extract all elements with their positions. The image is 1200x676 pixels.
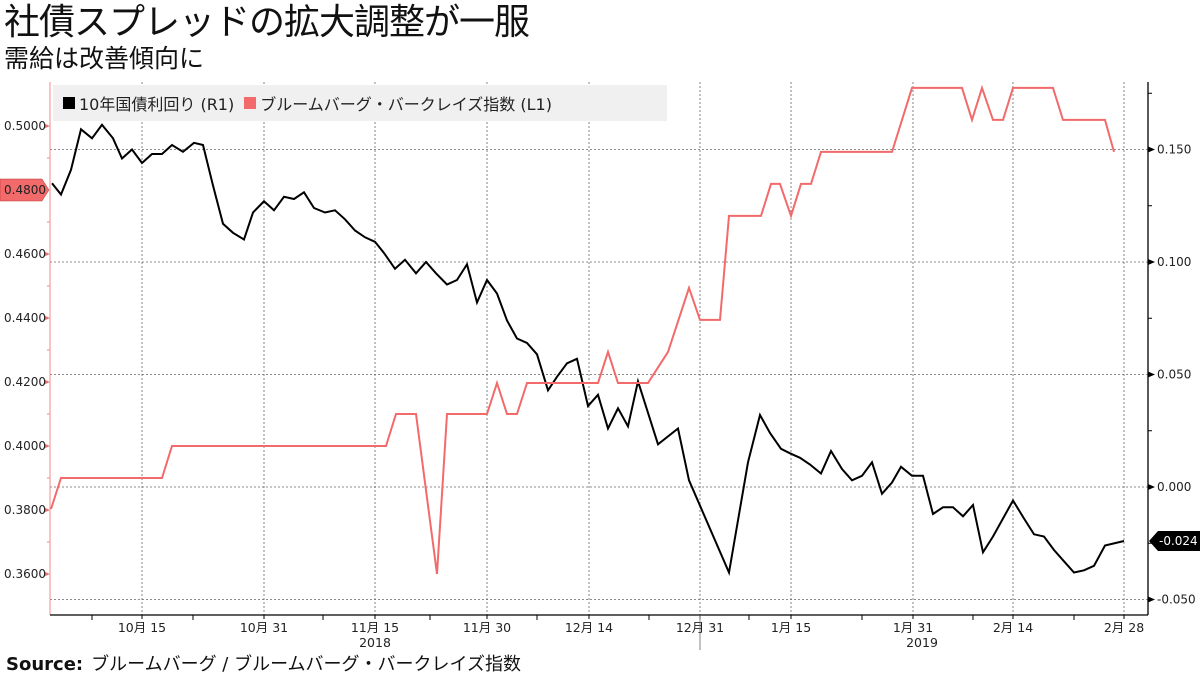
- svg-text:0.000: 0.000: [1157, 480, 1191, 494]
- svg-text:11月 15: 11月 15: [351, 620, 399, 635]
- svg-text:0.4800: 0.4800: [4, 183, 46, 197]
- source-note: Source: ブルームバーグ / ブルームバーグ・バークレイズ指数: [6, 650, 521, 676]
- legend-label-index: ブルームバーグ・バークレイズ指数 (L1): [260, 95, 552, 114]
- svg-text:-0.024: -0.024: [1159, 534, 1198, 548]
- svg-text:0.050: 0.050: [1157, 368, 1191, 382]
- svg-text:1月 31: 1月 31: [893, 620, 933, 635]
- black-square-icon: [63, 97, 75, 109]
- chart-subtitle: 需給は改善傾向に: [4, 44, 205, 73]
- svg-text:2月 28: 2月 28: [1104, 620, 1144, 635]
- salmon-square-icon: [244, 97, 257, 109]
- svg-text:2019: 2019: [906, 635, 938, 650]
- svg-text:0.150: 0.150: [1157, 143, 1191, 157]
- svg-text:10月 31: 10月 31: [240, 620, 288, 635]
- series-lines: [50, 84, 1125, 576]
- grid-lines: [50, 82, 1148, 615]
- svg-text:1月 15: 1月 15: [771, 620, 811, 635]
- svg-text:0.4200: 0.4200: [4, 375, 46, 389]
- svg-text:-0.050: -0.050: [1157, 593, 1196, 607]
- chart-title: 社債スプレッドの拡大調整が一服: [4, 2, 530, 43]
- svg-text:0.100: 0.100: [1157, 255, 1191, 269]
- legend: 10年国債利回り (R1) ブルームバーグ・バークレイズ指数 (L1): [53, 85, 667, 121]
- svg-text:0.4400: 0.4400: [4, 311, 46, 325]
- svg-text:2018: 2018: [359, 635, 391, 650]
- svg-text:0.4600: 0.4600: [4, 247, 46, 261]
- svg-text:0.4000: 0.4000: [4, 439, 46, 453]
- svg-text:0.3800: 0.3800: [4, 503, 46, 517]
- last-value-markers: 0.4800 -0.024: [0, 178, 1200, 551]
- legend-item-jgb: 10年国債利回り (R1): [63, 91, 234, 115]
- svg-text:2月 14: 2月 14: [993, 620, 1033, 635]
- svg-text:11月 30: 11月 30: [463, 620, 511, 635]
- svg-text:12月 14: 12月 14: [565, 620, 613, 635]
- legend-item-index: ブルームバーグ・バークレイズ指数 (L1): [244, 91, 552, 115]
- svg-text:0.5000: 0.5000: [4, 119, 46, 133]
- axes: 0.5000 0.4600 0.4400 0.4200 0.4000 0.3800 0.36…: [4, 82, 1196, 650]
- source-prefix: Source:: [6, 654, 84, 675]
- legend-label-jgb: 10年国債利回り (R1): [79, 95, 235, 114]
- svg-text:0.3600: 0.3600: [4, 567, 46, 581]
- svg-text:10月 15: 10月 15: [118, 620, 166, 635]
- source-text: ブルームバーグ / ブルームバーグ・バークレイズ指数: [91, 654, 521, 675]
